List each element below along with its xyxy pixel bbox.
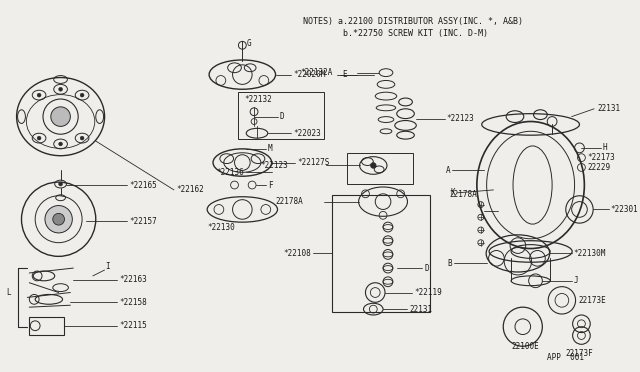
Text: *22132: *22132 [244,94,272,103]
Text: D: D [280,112,284,121]
Text: I: I [106,262,110,270]
Text: 22173F: 22173F [566,349,593,357]
Text: *22108: *22108 [283,249,311,258]
Text: A: A [446,166,451,175]
Circle shape [45,206,72,233]
Text: *22158: *22158 [119,298,147,307]
Text: *22123: *22123 [447,114,474,123]
Text: K: K [451,188,456,197]
Text: 22178A: 22178A [449,190,477,199]
Text: *22119: *22119 [414,288,442,297]
Text: *22020M: *22020M [293,70,326,79]
Text: *22130: *22130 [207,222,235,231]
Text: *22127S: *22127S [297,158,330,167]
Text: F: F [268,180,273,189]
Bar [347,153,413,184]
Circle shape [37,136,41,140]
Text: *22165: *22165 [129,180,157,189]
Text: 22178A: 22178A [275,197,303,206]
Circle shape [59,87,63,91]
Text: *22301: *22301 [611,205,639,214]
Text: *22115: *22115 [119,321,147,330]
Text: 22131: 22131 [410,305,433,314]
Text: 22131: 22131 [597,104,620,113]
Text: *22132A: *22132A [300,68,332,77]
Text: D: D [424,264,429,273]
Bar [332,195,430,312]
Circle shape [371,163,376,169]
Circle shape [59,142,63,146]
Bar [29,317,65,334]
Text: APP  001: APP 001 [547,353,584,362]
Text: b.*22750 SCREW KIT (INC. D-M): b.*22750 SCREW KIT (INC. D-M) [303,29,488,38]
Circle shape [80,136,84,140]
Circle shape [52,214,65,225]
Text: *22173: *22173 [588,153,615,162]
Text: J: J [573,276,578,285]
Text: 22173E: 22173E [579,296,606,305]
Text: L: L [6,288,10,297]
Text: M: M [268,144,273,153]
Text: H: H [603,143,607,153]
Text: G: G [246,39,251,48]
Text: B: B [448,259,452,268]
Circle shape [59,182,63,186]
Text: *22136: *22136 [216,168,244,177]
Text: *22130M: *22130M [573,249,606,258]
Circle shape [51,107,70,126]
Text: 22100E: 22100E [512,342,540,351]
Text: *22162: *22162 [176,185,204,195]
Circle shape [37,93,41,97]
Text: NOTES) a.22100 DISTRIBUTOR ASSY(INC. *, A&B): NOTES) a.22100 DISTRIBUTOR ASSY(INC. *, … [303,17,523,26]
Text: 22229: 22229 [588,163,611,172]
Text: *22157: *22157 [129,217,157,226]
Text: E: E [342,70,347,79]
Text: *22163: *22163 [119,275,147,284]
Circle shape [80,93,84,97]
Bar [239,92,324,139]
Text: *22123: *22123 [260,161,288,170]
Text: *22023: *22023 [293,129,321,138]
